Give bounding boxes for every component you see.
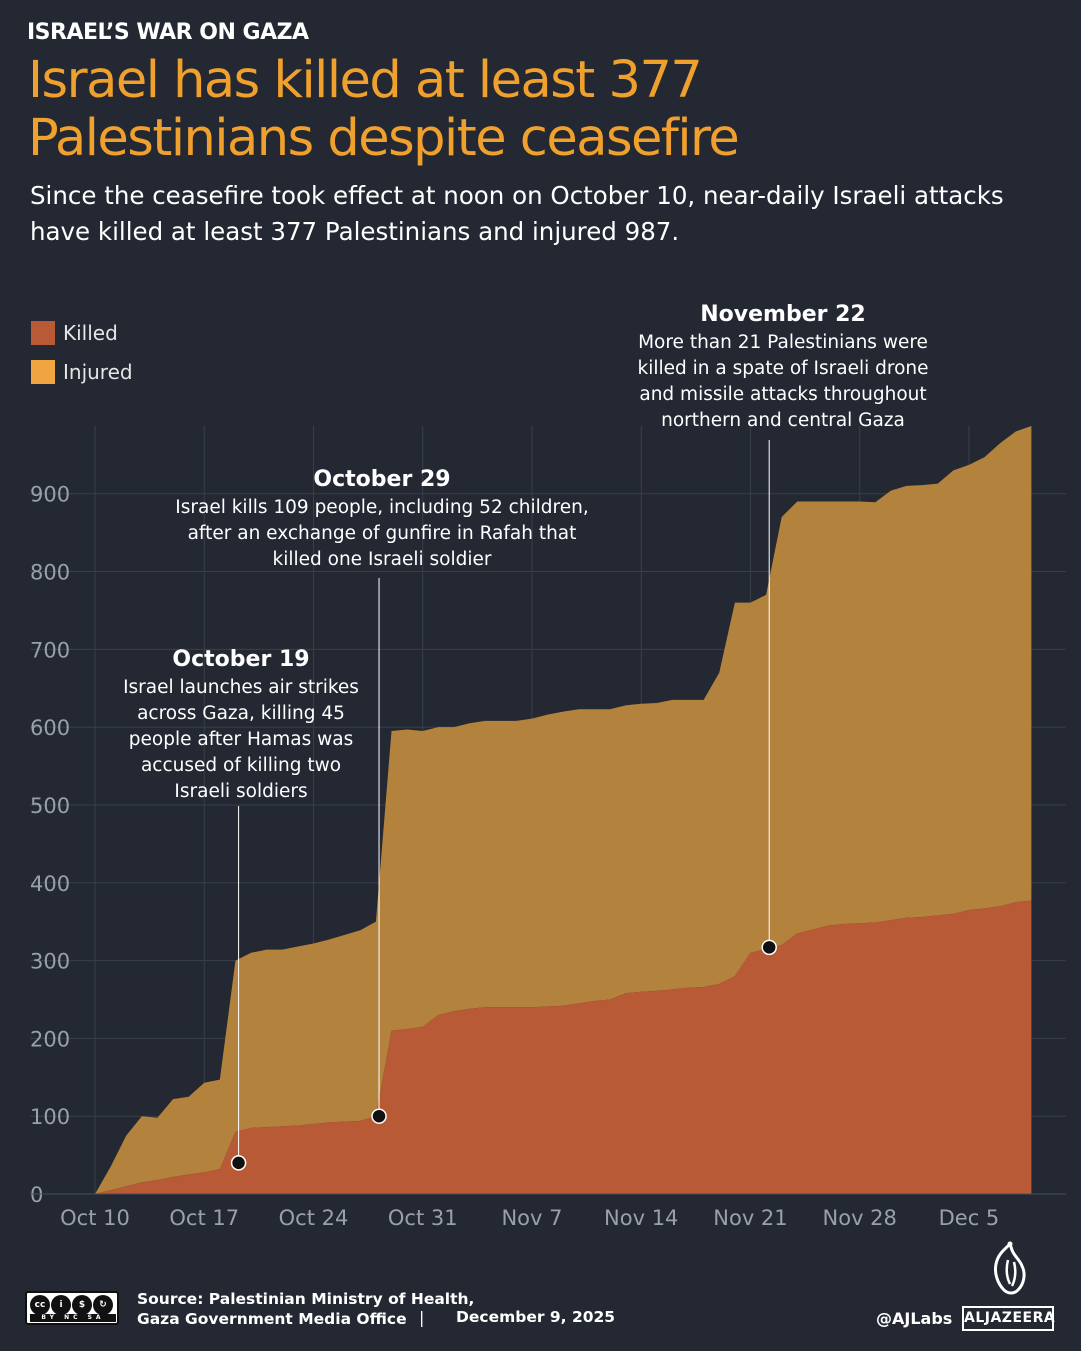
annotation-text: killed in a spate of Israeli drone [638,358,929,379]
x-tick-label: Nov 7 [501,1206,562,1230]
creative-commons-badge: cc i $ ↻ BY NC SA [25,1291,119,1325]
x-tick-label: Nov 21 [713,1206,787,1230]
y-tick-label: 400 [30,872,70,896]
x-tick-label: Oct 24 [279,1206,349,1230]
sa-icon: ↻ [93,1295,113,1315]
annotation-text: Israel launches air strikes [123,677,359,698]
source-note: Source: Palestinian Ministry of Health, … [137,1289,474,1329]
y-tick-label: 700 [30,638,70,662]
annotation-marker [761,939,777,956]
publication-date: December 9, 2025 [456,1308,616,1326]
annotation-date: October 29 [313,467,450,492]
by-icon: i [51,1295,71,1315]
x-tick-label: Oct 31 [388,1206,458,1230]
injured-area [95,426,1032,1194]
y-tick-label: 800 [30,561,70,585]
legend-label-injured: Injured [63,360,133,384]
killed-area [95,900,1032,1194]
annotation-text: across Gaza, killing 45 [137,703,345,724]
subtitle-line-1: Since the ceasefire took effect at noon … [30,181,1004,210]
y-tick-label: 500 [30,794,70,818]
y-tick-label: 200 [30,1027,70,1051]
nc-icon: $ [72,1295,92,1315]
aljazeera-logo-icon [994,1241,1026,1295]
x-tick-label: Nov 14 [604,1206,678,1230]
title-line-2: Palestinians despite ceasefire [28,109,740,168]
title-line-1: Israel has killed at least 377 [28,51,703,110]
aljazeera-wordmark: ALJAZEERA [962,1306,1055,1331]
annotation-text: after an exchange of gunfire in Rafah th… [188,523,577,544]
legend: Killed Injured [31,320,133,398]
annotation-text: and missile attacks throughout [639,384,926,405]
annotation-text: Israel kills 109 people, including 52 ch… [175,497,588,518]
source-line-1: Source: Palestinian Ministry of Health, [137,1290,475,1308]
x-tick-label: Dec 5 [939,1206,1000,1230]
x-tick-label: Oct 10 [60,1206,130,1230]
ajlabs-handle: @AJLabs [876,1309,953,1328]
x-tick-label: Oct 17 [169,1206,239,1230]
annotation-date: October 19 [172,647,309,672]
y-tick-label: 100 [30,1105,70,1129]
cc-icon: cc [30,1295,50,1315]
annotation-text: More than 21 Palestinians were [638,332,928,353]
legend-label-killed: Killed [63,321,118,345]
legend-item-killed: Killed [31,320,133,346]
annotation-text: northern and central Gaza [661,410,905,431]
source-line-2: Gaza Government Media Office [137,1310,407,1328]
subtitle: Since the ceasefire took effect at noon … [30,178,1040,250]
legend-item-injured: Injured [31,359,133,385]
y-tick-label: 900 [30,483,70,507]
annotation-marker [371,1108,387,1124]
x-tick-label: Nov 28 [823,1206,897,1230]
annotation-date: November 22 [700,302,866,327]
footer-separator: | [419,1308,425,1327]
license-text: BY NC SA [30,1314,116,1322]
annotation-text: Israeli soldiers [174,781,307,802]
annotation-marker [230,1155,247,1171]
y-tick-label: 0 [30,1183,43,1207]
y-tick-label: 300 [30,950,70,974]
kicker: ISRAEL’S WAR ON GAZA [27,20,309,45]
page-title: Israel has killed at least 377 Palestini… [28,52,1028,168]
annotation-text: killed one Israeli soldier [273,549,492,570]
y-tick-label: 600 [30,716,70,740]
legend-swatch-injured [31,360,55,384]
annotation-text: people after Hamas was [129,729,353,750]
legend-swatch-killed [31,321,55,345]
subtitle-line-2: have killed at least 377 Palestinians an… [30,217,680,246]
annotation-text: accused of killing two [141,755,341,776]
